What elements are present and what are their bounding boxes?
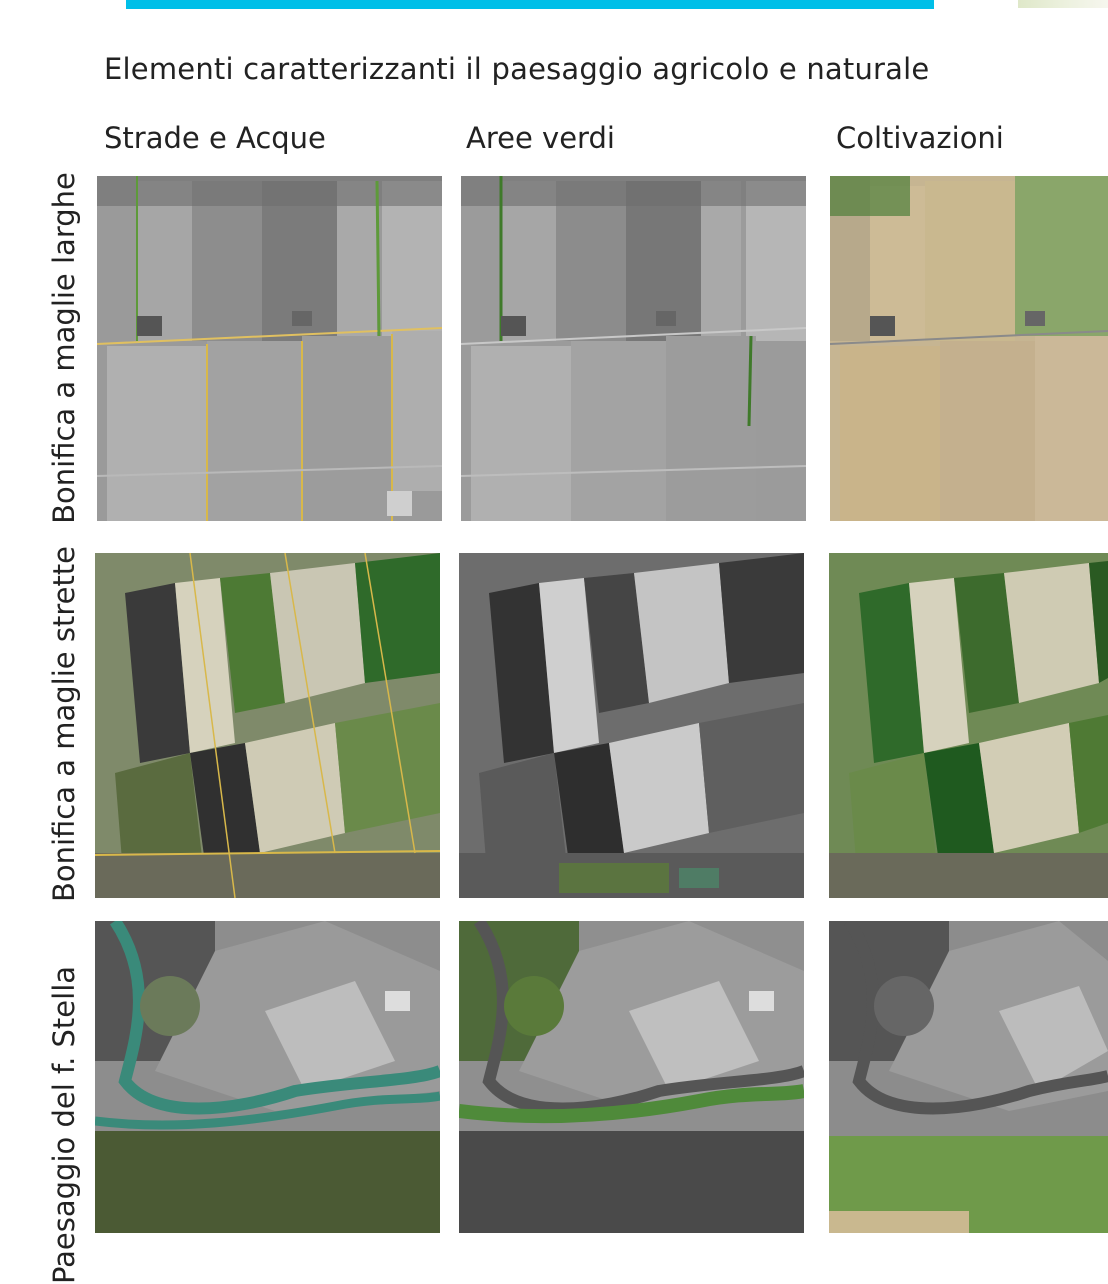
aerial-wide-mesh-roads-water <box>97 176 442 521</box>
aerial-narrow-mesh-crops <box>829 553 1108 898</box>
corner-thumbnail <box>1018 0 1108 8</box>
column-header-roads-water: Strade e Acque <box>104 121 326 155</box>
row-header-narrow-mesh: Bonifica a maglie strette <box>47 545 81 903</box>
aerial-stella-river-green-areas <box>459 921 804 1233</box>
aerial-wide-mesh-crops <box>830 176 1108 521</box>
aerial-wide-mesh-green-areas <box>461 176 806 521</box>
aerial-narrow-mesh-roads-water <box>95 553 440 898</box>
aerial-stella-river-crops <box>829 921 1108 1233</box>
row-header-stella-river: Paesaggio del f. Stella <box>47 965 81 1284</box>
column-header-green-areas: Aree verdi <box>466 121 615 155</box>
page-title: Elementi caratterizzanti il paesaggio ag… <box>104 52 930 86</box>
header-accent-bar <box>126 0 934 9</box>
aerial-narrow-mesh-green-areas <box>459 553 804 898</box>
row-header-wide-mesh: Bonifica a maglie larghe <box>47 172 81 524</box>
aerial-stella-river-roads-water <box>95 921 440 1233</box>
column-header-crops: Coltivazioni <box>836 121 1004 155</box>
